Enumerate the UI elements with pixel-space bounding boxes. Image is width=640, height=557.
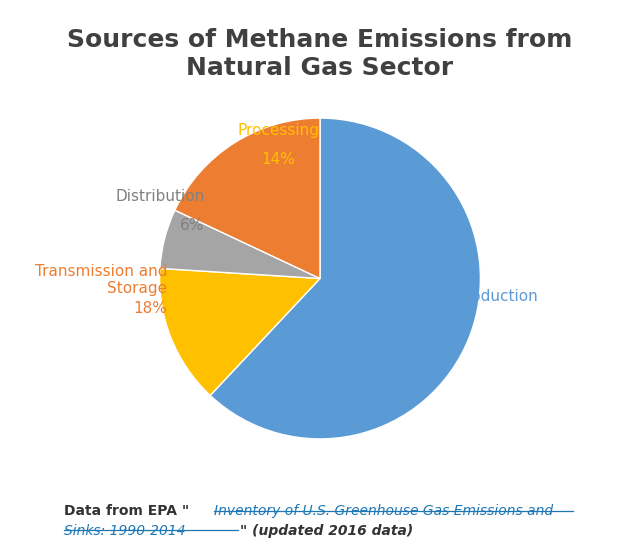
Text: Field Production: Field Production (416, 289, 538, 304)
Text: Processing: Processing (237, 124, 319, 139)
Wedge shape (160, 210, 320, 278)
Text: Distribution: Distribution (115, 189, 205, 204)
Wedge shape (159, 268, 320, 395)
Text: Transmission and
Storage: Transmission and Storage (35, 264, 168, 296)
Text: 18%: 18% (134, 301, 168, 316)
Text: 62%: 62% (416, 317, 451, 333)
Text: Sources of Methane Emissions from
Natural Gas Sector: Sources of Methane Emissions from Natura… (67, 28, 573, 80)
Text: Inventory of U.S. Greenhouse Gas Emissions and: Inventory of U.S. Greenhouse Gas Emissio… (214, 504, 554, 518)
Text: Data from EPA ": Data from EPA " (64, 504, 189, 518)
Wedge shape (210, 118, 481, 439)
Wedge shape (175, 118, 320, 278)
Text: 14%: 14% (261, 152, 295, 167)
Text: " (updated 2016 data): " (updated 2016 data) (240, 524, 413, 538)
Text: 6%: 6% (180, 218, 205, 233)
Text: Sinks: 1990-2014: Sinks: 1990-2014 (64, 524, 186, 538)
